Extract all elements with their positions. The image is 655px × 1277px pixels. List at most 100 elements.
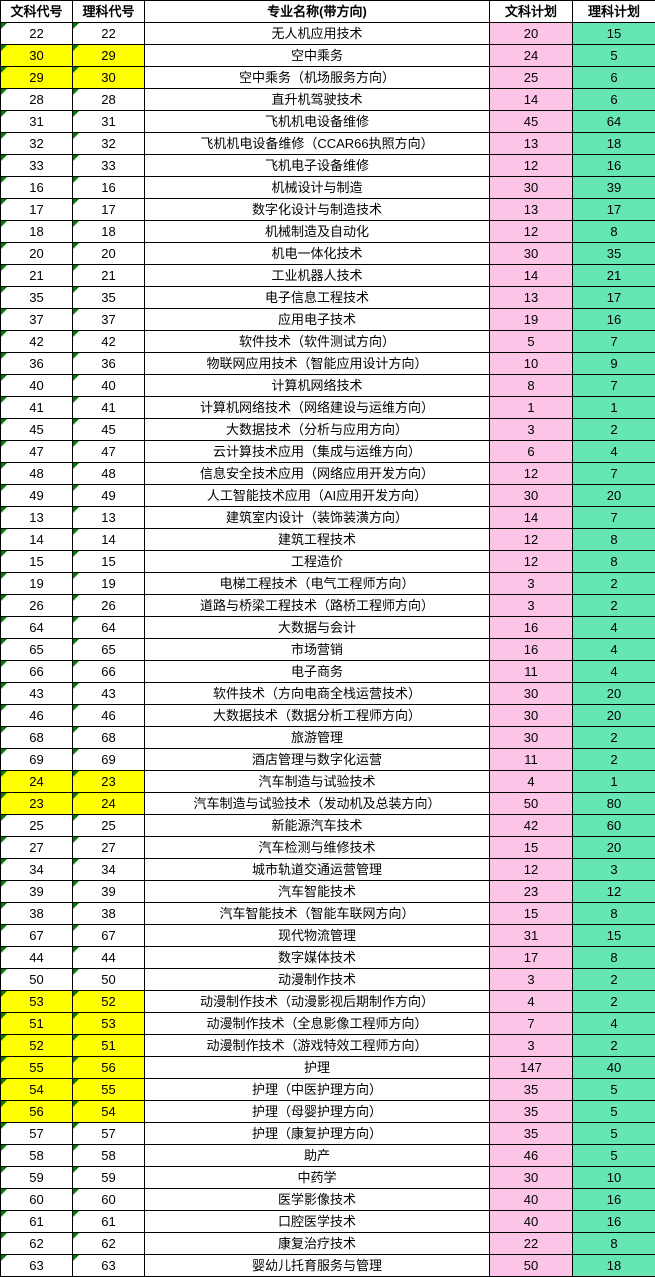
cell-lk_plan: 7 xyxy=(573,507,655,529)
cell-lk_plan: 7 xyxy=(573,375,655,397)
col-header-wk_code: 文科代号 xyxy=(1,1,73,23)
cell-lk_plan: 64 xyxy=(573,111,655,133)
cell-lk_code: 21 xyxy=(73,265,145,287)
cell-lk_code: 35 xyxy=(73,287,145,309)
cell-lk_code: 18 xyxy=(73,221,145,243)
table-row: 5959中药学3010 xyxy=(1,1167,655,1189)
cell-lk_code: 23 xyxy=(73,771,145,793)
cell-wk_code: 34 xyxy=(1,859,73,881)
cell-lk_code: 19 xyxy=(73,573,145,595)
cell-wk_plan: 50 xyxy=(490,793,573,815)
cell-lk_plan: 10 xyxy=(573,1167,655,1189)
cell-wk_plan: 13 xyxy=(490,133,573,155)
cell-lk_plan: 80 xyxy=(573,793,655,815)
cell-major: 医学影像技术 xyxy=(145,1189,490,1211)
cell-major: 护理（康复护理方向） xyxy=(145,1123,490,1145)
cell-wk_code: 66 xyxy=(1,661,73,683)
cell-wk_code: 69 xyxy=(1,749,73,771)
cell-lk_plan: 2 xyxy=(573,727,655,749)
cell-major: 飞机机电设备维修 xyxy=(145,111,490,133)
cell-wk_plan: 14 xyxy=(490,507,573,529)
cell-wk_code: 61 xyxy=(1,1211,73,1233)
cell-major: 护理（母婴护理方向） xyxy=(145,1101,490,1123)
cell-lk_plan: 5 xyxy=(573,1101,655,1123)
cell-major: 汽车制造与试验技术 xyxy=(145,771,490,793)
cell-wk_code: 42 xyxy=(1,331,73,353)
table-row: 1515工程造价128 xyxy=(1,551,655,573)
table-row: 4848信息安全技术应用（网络应用开发方向）127 xyxy=(1,463,655,485)
cell-major: 婴幼儿托育服务与管理 xyxy=(145,1255,490,1277)
cell-major: 信息安全技术应用（网络应用开发方向） xyxy=(145,463,490,485)
cell-major: 计算机网络技术（网络建设与运维方向） xyxy=(145,397,490,419)
cell-lk_plan: 2 xyxy=(573,1035,655,1057)
cell-wk_plan: 3 xyxy=(490,573,573,595)
table-row: 4747云计算技术应用（集成与运维方向）64 xyxy=(1,441,655,463)
table-row: 2727汽车检测与维修技术1520 xyxy=(1,837,655,859)
cell-wk_plan: 16 xyxy=(490,639,573,661)
cell-major: 数字媒体技术 xyxy=(145,947,490,969)
cell-lk_code: 38 xyxy=(73,903,145,925)
cell-wk_plan: 3 xyxy=(490,595,573,617)
cell-wk_code: 16 xyxy=(1,177,73,199)
cell-lk_plan: 4 xyxy=(573,1013,655,1035)
cell-lk_code: 32 xyxy=(73,133,145,155)
cell-wk_plan: 40 xyxy=(490,1211,573,1233)
cell-lk_code: 58 xyxy=(73,1145,145,1167)
cell-major: 大数据与会计 xyxy=(145,617,490,639)
cell-lk_code: 44 xyxy=(73,947,145,969)
cell-lk_code: 49 xyxy=(73,485,145,507)
cell-wk_code: 15 xyxy=(1,551,73,573)
table-row: 3838汽车智能技术（智能车联网方向）158 xyxy=(1,903,655,925)
cell-lk_code: 45 xyxy=(73,419,145,441)
cell-wk_code: 28 xyxy=(1,89,73,111)
table-row: 3232飞机机电设备维修（CCAR66执照方向）1318 xyxy=(1,133,655,155)
cell-wk_code: 21 xyxy=(1,265,73,287)
cell-wk_code: 63 xyxy=(1,1255,73,1277)
cell-wk_plan: 25 xyxy=(490,67,573,89)
cell-lk_plan: 5 xyxy=(573,1123,655,1145)
cell-lk_plan: 5 xyxy=(573,1145,655,1167)
cell-lk_code: 17 xyxy=(73,199,145,221)
cell-wk_plan: 30 xyxy=(490,727,573,749)
cell-lk_code: 14 xyxy=(73,529,145,551)
cell-major: 软件技术（方向电商全栈运营技术） xyxy=(145,683,490,705)
cell-lk_plan: 6 xyxy=(573,67,655,89)
cell-major: 电子商务 xyxy=(145,661,490,683)
table-row: 2930空中乘务（机场服务方向）256 xyxy=(1,67,655,89)
cell-major: 机电一体化技术 xyxy=(145,243,490,265)
cell-wk_code: 47 xyxy=(1,441,73,463)
cell-wk_plan: 20 xyxy=(490,23,573,45)
cell-lk_code: 34 xyxy=(73,859,145,881)
table-row: 3939汽车智能技术2312 xyxy=(1,881,655,903)
cell-lk_code: 40 xyxy=(73,375,145,397)
cell-wk_plan: 15 xyxy=(490,837,573,859)
cell-major: 计算机网络技术 xyxy=(145,375,490,397)
cell-major: 电子信息工程技术 xyxy=(145,287,490,309)
cell-wk_code: 32 xyxy=(1,133,73,155)
cell-wk_code: 29 xyxy=(1,67,73,89)
cell-wk_code: 39 xyxy=(1,881,73,903)
table-row: 4444数字媒体技术178 xyxy=(1,947,655,969)
table-row: 2222无人机应用技术2015 xyxy=(1,23,655,45)
cell-wk_plan: 22 xyxy=(490,1233,573,1255)
cell-wk_plan: 4 xyxy=(490,991,573,1013)
cell-wk_code: 64 xyxy=(1,617,73,639)
table-row: 5556护理14740 xyxy=(1,1057,655,1079)
table-row: 4545大数据技术（分析与应用方向）32 xyxy=(1,419,655,441)
cell-wk_plan: 19 xyxy=(490,309,573,331)
cell-lk_code: 56 xyxy=(73,1057,145,1079)
cell-wk_code: 20 xyxy=(1,243,73,265)
cell-lk_code: 54 xyxy=(73,1101,145,1123)
cell-wk_code: 52 xyxy=(1,1035,73,1057)
cell-wk_code: 40 xyxy=(1,375,73,397)
cell-wk_code: 51 xyxy=(1,1013,73,1035)
table-row: 4343软件技术（方向电商全栈运营技术）3020 xyxy=(1,683,655,705)
cell-lk_plan: 5 xyxy=(573,45,655,67)
cell-major: 机械设计与制造 xyxy=(145,177,490,199)
cell-wk_plan: 12 xyxy=(490,551,573,573)
cell-lk_plan: 2 xyxy=(573,595,655,617)
cell-lk_code: 65 xyxy=(73,639,145,661)
cell-lk_code: 55 xyxy=(73,1079,145,1101)
cell-major: 空中乘务 xyxy=(145,45,490,67)
cell-major: 软件技术（软件测试方向） xyxy=(145,331,490,353)
